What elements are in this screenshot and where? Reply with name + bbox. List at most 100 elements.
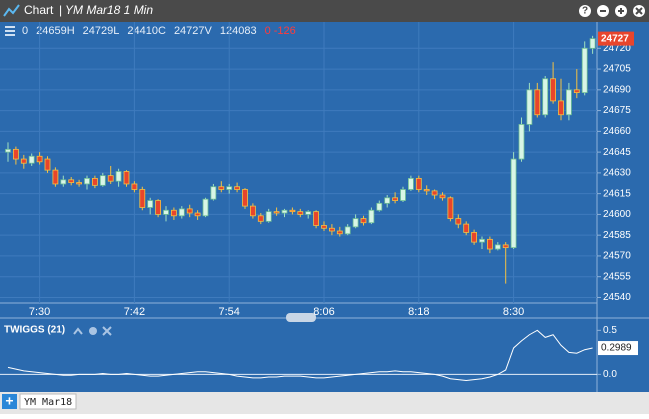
candle-body xyxy=(566,89,572,116)
candle-body xyxy=(210,186,217,200)
tab[interactable] xyxy=(19,393,77,410)
candle-body xyxy=(321,225,327,229)
candle-body xyxy=(257,215,264,222)
candle-body xyxy=(242,189,248,207)
candle-body xyxy=(407,178,414,190)
candle-body xyxy=(431,190,438,196)
candle-body xyxy=(20,158,27,164)
candle-body xyxy=(518,124,525,160)
candle-body xyxy=(92,178,98,186)
info-item: 24410C xyxy=(127,25,166,37)
info-change: 0 -126 xyxy=(265,25,296,37)
last-price-label: 24727 xyxy=(601,33,629,44)
indicator-title: TWIGGS (21) xyxy=(4,325,65,336)
candle-body xyxy=(297,211,304,215)
candle-body xyxy=(289,209,296,213)
candle-body xyxy=(68,179,75,183)
candle-body xyxy=(463,223,470,233)
help-button[interactable] xyxy=(579,5,591,17)
candle-body xyxy=(415,178,422,190)
last-value-label: 0.2989 xyxy=(601,343,632,354)
candle-body xyxy=(12,148,19,160)
candle-body xyxy=(60,179,67,185)
window-controls[interactable]: ? xyxy=(579,5,645,17)
candle-body xyxy=(186,208,193,214)
candle-body xyxy=(36,155,43,163)
candle-body xyxy=(534,89,541,116)
menu-icon[interactable] xyxy=(5,26,15,36)
info-item: 24727V xyxy=(174,25,213,37)
candle-body xyxy=(226,186,233,190)
candle-body xyxy=(384,197,391,204)
candle-body xyxy=(178,208,185,217)
window-title: Chart xyxy=(24,3,54,17)
info-item: 0 xyxy=(22,25,28,37)
candle-body xyxy=(234,186,241,190)
y-tick-label: 24660 xyxy=(603,126,631,137)
info-item: 24729L xyxy=(83,25,120,37)
candle-body xyxy=(573,89,580,93)
last-price-box xyxy=(598,31,634,46)
candle-body xyxy=(494,244,501,250)
candle-body xyxy=(502,244,509,249)
y-tick-label: 0.0 xyxy=(603,369,617,380)
candle-body xyxy=(542,78,549,116)
candle-body xyxy=(400,189,406,201)
window-subtitle: YM Mar18 1 Min xyxy=(65,3,153,17)
info-line: 0 24659H 24729L 24410C 24727V 124083 0 -126 xyxy=(22,25,296,37)
candle-body xyxy=(5,148,11,153)
candle-body xyxy=(471,232,478,243)
candle-body xyxy=(305,211,312,215)
y-tick-label: 24585 xyxy=(603,230,631,241)
candle-body xyxy=(202,198,209,217)
candle-body xyxy=(558,100,564,116)
candle-body xyxy=(352,218,359,228)
candle-body xyxy=(281,209,288,214)
y-tick-label: 24600 xyxy=(603,209,631,220)
candle-body xyxy=(76,182,82,185)
y-tick-label: 24555 xyxy=(603,271,631,282)
y-tick-label: 24570 xyxy=(603,251,631,262)
x-tick-label: 7:54 xyxy=(218,306,239,318)
candle-body xyxy=(123,171,130,185)
candle-body xyxy=(218,186,225,190)
y-tick-label: 24630 xyxy=(603,168,631,179)
candle-body xyxy=(52,169,59,185)
candle-body xyxy=(273,211,280,214)
candle-body xyxy=(115,171,122,182)
indicator-controls[interactable] xyxy=(73,326,112,336)
candle-body xyxy=(170,209,177,217)
y-tick-label: 24615 xyxy=(603,188,631,199)
chart-icon xyxy=(3,4,20,17)
candle-body xyxy=(392,197,399,201)
candle-body xyxy=(139,189,146,208)
candle-body xyxy=(526,89,533,125)
candle-body xyxy=(423,189,430,192)
indicator-line xyxy=(7,329,593,382)
candle-body xyxy=(163,209,169,215)
candle-body xyxy=(550,78,556,102)
candle-body xyxy=(155,200,162,215)
panel-resize-handle[interactable] xyxy=(286,313,316,322)
y-tick-label: 0.5 xyxy=(603,325,617,336)
info-item: 24659H xyxy=(36,25,75,37)
candle-body xyxy=(107,175,114,182)
candle-body xyxy=(99,175,106,186)
candle-body xyxy=(376,202,383,211)
candle-body xyxy=(447,197,454,219)
title-bar xyxy=(0,0,649,22)
candle-body xyxy=(479,238,485,243)
candle-body xyxy=(360,218,367,224)
add-tab-icon: + xyxy=(5,393,13,409)
y-tick-label: 24705 xyxy=(603,64,631,75)
x-tick-label: 8:18 xyxy=(408,306,429,318)
candle-body xyxy=(455,218,462,225)
candle-body xyxy=(265,211,272,222)
add-tab-button[interactable] xyxy=(2,394,17,409)
tab-bar xyxy=(0,392,649,414)
x-tick-label: 8:06 xyxy=(313,306,334,318)
x-tick-label: 7:30 xyxy=(29,306,50,318)
candle-body xyxy=(147,200,154,208)
candle-body xyxy=(84,178,90,185)
